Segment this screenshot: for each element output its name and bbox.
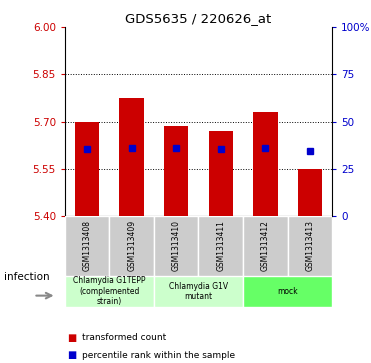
Text: infection: infection [4,272,49,282]
Text: mock: mock [277,287,298,296]
Text: GSM1313408: GSM1313408 [83,220,92,272]
Bar [75,122,99,216]
Bar [243,276,332,307]
Bar [109,216,154,276]
Bar [154,216,198,276]
Text: ■: ■ [67,333,76,343]
Bar [154,276,243,307]
Text: ■: ■ [67,350,76,360]
Text: Chlamydia G1V
mutant: Chlamydia G1V mutant [169,282,228,301]
Bar [65,276,154,307]
Bar [65,216,109,276]
Text: GSM1313411: GSM1313411 [216,220,225,272]
Bar [198,216,243,276]
Bar [298,169,322,216]
Text: GSM1313409: GSM1313409 [127,220,136,272]
Text: percentile rank within the sample: percentile rank within the sample [82,351,235,359]
Bar [253,112,278,216]
Text: Chlamydia G1TEPP
(complemented
strain): Chlamydia G1TEPP (complemented strain) [73,276,146,306]
Text: GSM1313412: GSM1313412 [261,220,270,272]
Bar [119,98,144,216]
Bar [243,216,288,276]
Text: GSM1313410: GSM1313410 [172,220,181,272]
Text: GSM1313413: GSM1313413 [305,220,314,272]
Text: transformed count: transformed count [82,333,166,342]
Bar [288,216,332,276]
Title: GDS5635 / 220626_at: GDS5635 / 220626_at [125,12,272,25]
Bar [164,126,188,216]
Bar [209,131,233,216]
